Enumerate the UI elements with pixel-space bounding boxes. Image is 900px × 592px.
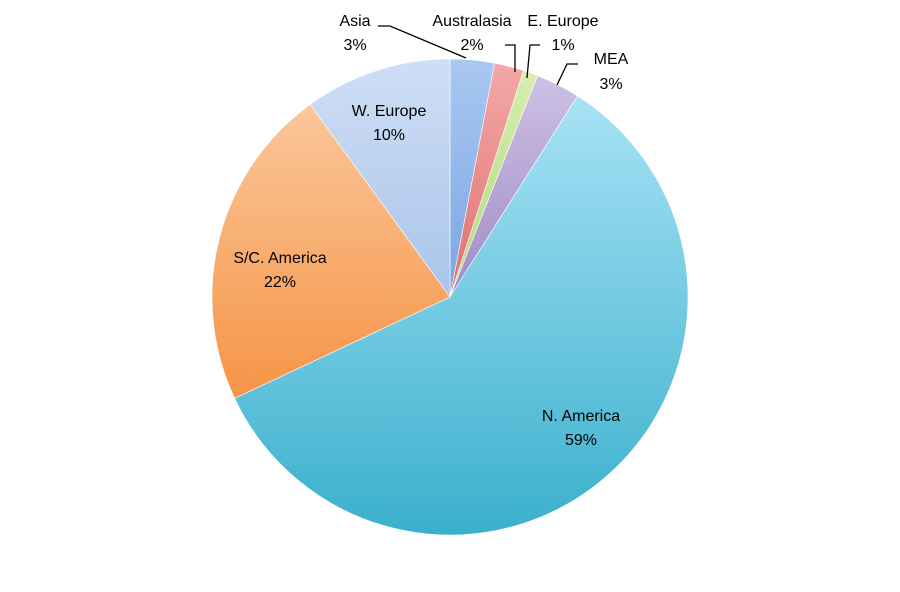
- slice-label-n-america: N. America 59%: [542, 408, 620, 449]
- leader-line-e-europe: [526, 44, 540, 79]
- slice-label-s-c-america-value: 22%: [264, 274, 296, 291]
- pie-slice-n-america: [234, 95, 689, 536]
- leader-line-australasia: [505, 44, 516, 72]
- slice-label-mea-name: MEA: [594, 51, 629, 68]
- slice-label-australasia-name: Australasia: [432, 13, 511, 30]
- slice-label-n-america-name: N. America: [542, 408, 620, 425]
- slice-label-australasia: Australasia 2%: [432, 13, 511, 54]
- slice-label-e-europe-value: 1%: [551, 37, 574, 54]
- leader-line-mea: [556, 63, 578, 86]
- pie-slice-s-c-america: [211, 104, 451, 399]
- slice-label-e-europe: E. Europe 1%: [527, 13, 598, 54]
- leader-line-asia: [378, 25, 467, 59]
- slice-label-asia-value: 3%: [343, 37, 366, 54]
- pie-slice-w-europe: [309, 58, 451, 298]
- slice-label-mea-value: 3%: [599, 76, 622, 93]
- slice-label-w-europe: W. Europe 10%: [352, 103, 427, 144]
- slice-label-asia: Asia 3%: [339, 13, 370, 54]
- slice-label-mea: MEA 3%: [594, 51, 629, 93]
- slice-label-s-c-america: S/C. America 22%: [233, 250, 326, 291]
- slice-label-w-europe-name: W. Europe: [352, 103, 427, 120]
- slice-label-n-america-value: 59%: [565, 432, 597, 449]
- slice-label-australasia-value: 2%: [460, 37, 483, 54]
- pie-slices: [211, 58, 689, 536]
- leader-lines: [378, 25, 578, 86]
- slice-label-e-europe-name: E. Europe: [527, 13, 598, 30]
- slice-label-s-c-america-name: S/C. America: [233, 250, 326, 267]
- slice-label-asia-name: Asia: [339, 13, 370, 30]
- slice-label-w-europe-value: 10%: [373, 127, 405, 144]
